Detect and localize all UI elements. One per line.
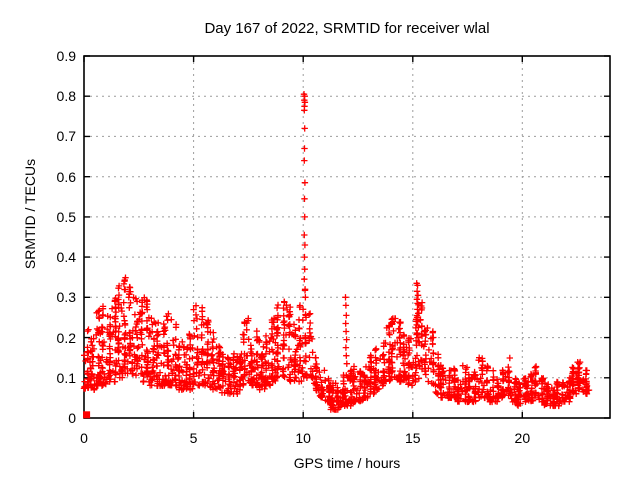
- y-tick-label: 0.7: [56, 128, 76, 145]
- data-points: [80, 91, 593, 413]
- plot-border: [83, 55, 611, 419]
- y-tick-label: 0.2: [56, 329, 76, 346]
- y-tick-label: 0.8: [56, 88, 76, 105]
- gridlines: [84, 56, 610, 418]
- y-tick-label: 0.3: [56, 289, 76, 306]
- y-tick-label: 0.6: [56, 168, 76, 185]
- y-tick-label: 0.5: [56, 208, 76, 225]
- x-tick-label: 15: [404, 430, 421, 446]
- x-tick-label: 0: [80, 430, 88, 446]
- y-tick-label: 0.9: [56, 48, 76, 64]
- x-tick-label: 10: [295, 430, 311, 446]
- chart-title: Day 167 of 2022, SRMTID for receiver wla…: [204, 20, 490, 37]
- x-tick-label: 20: [514, 430, 531, 446]
- y-tick-label: 0.1: [56, 369, 76, 386]
- x-tick-label: 5: [189, 430, 198, 446]
- y-tick-label: 0.4: [56, 249, 76, 266]
- x-axis-title: GPS time / hours: [293, 455, 401, 471]
- origin-point-marker: [83, 411, 91, 419]
- y-tick-label: 0: [68, 410, 76, 426]
